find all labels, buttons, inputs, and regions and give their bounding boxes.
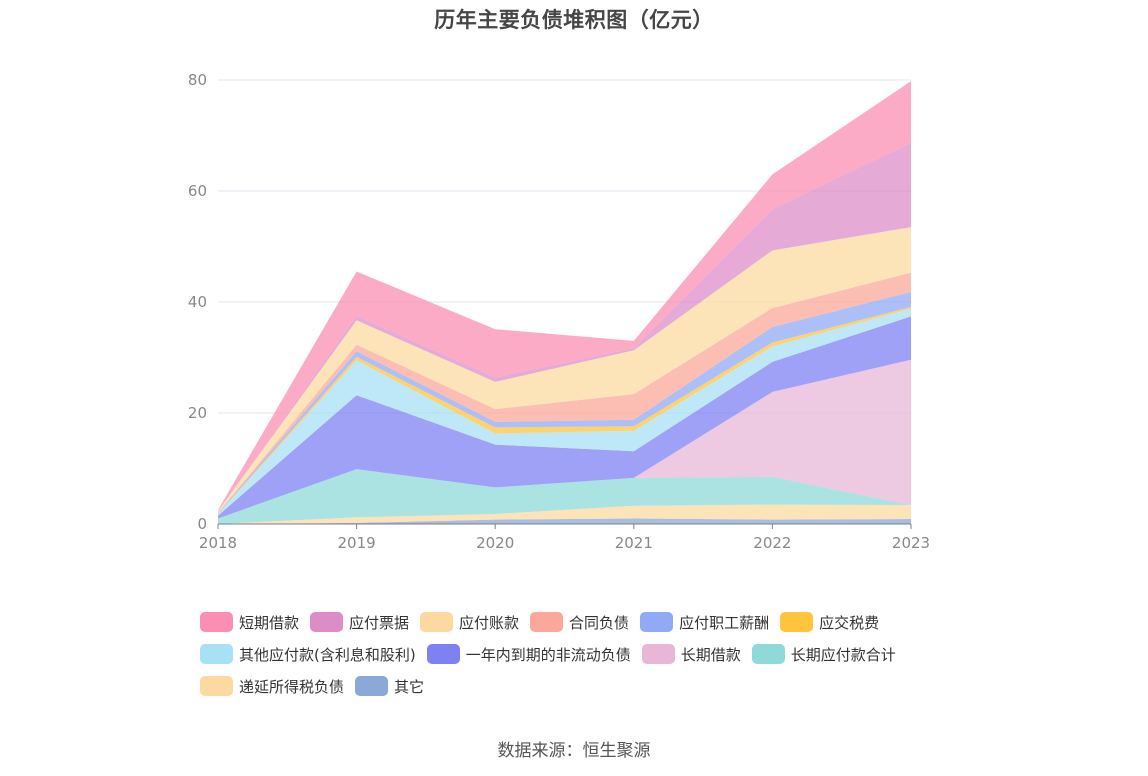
legend-item[interactable]: 合同负债: [530, 612, 629, 633]
legend: 短期借款 应付票据 应付账款 合同负债 应付职工薪酬 应交税费其他应付款(含利息和股利) 一…: [200, 606, 1000, 702]
legend-label: 合同负债: [569, 613, 630, 632]
legend-label: 其他应付款(含利息和股利): [239, 645, 416, 664]
chart-title: 历年主要负债堆积图（亿元）: [434, 8, 714, 32]
x-tick-label: 2022: [753, 534, 791, 552]
legend-swatch: [426, 644, 460, 664]
axes: 0 20 40 60 80 2018 2019 2020 2021 2022 2023: [188, 71, 930, 552]
series-area-9: [218, 272, 911, 513]
y-tick-label: 40: [188, 293, 207, 311]
legend-swatch: [200, 676, 233, 696]
legend-swatch: [310, 612, 344, 632]
legend-row: 递延所得税负债 其它: [200, 670, 1000, 702]
legend-swatch: [780, 612, 814, 632]
legend-swatch: [200, 644, 233, 664]
legend-row: 短期借款 应付票据 应付账款 合同负债 应付职工薪酬 应交税费: [200, 606, 1000, 638]
legend-swatch: [420, 612, 454, 632]
legend-label: 短期借款: [239, 613, 300, 632]
x-tick-label: 2020: [476, 534, 514, 552]
x-tick-label: 2021: [615, 534, 653, 552]
series-area-12: [218, 81, 911, 512]
legend-item[interactable]: 其他应付款(含利息和股利): [200, 644, 416, 665]
legend-item[interactable]: 递延所得税负债: [200, 676, 344, 697]
legend-item[interactable]: 长期借款: [641, 644, 741, 665]
series-area-3: [218, 469, 911, 524]
series-area-1: [218, 518, 911, 524]
y-tick-label: 60: [188, 182, 207, 200]
legend-label: 长期应付款合计: [790, 645, 896, 664]
x-tick-label: 2019: [338, 534, 376, 552]
y-tick-label: 0: [197, 515, 207, 533]
legend-item[interactable]: 应交税费: [780, 612, 879, 633]
x-tick-label: 2018: [199, 534, 237, 552]
legend-label: 其它: [394, 677, 425, 696]
series-areas: [218, 81, 911, 524]
series-area-5: [218, 316, 911, 519]
y-tick-label: 20: [188, 404, 207, 422]
legend-label: 应付账款: [459, 613, 520, 632]
legend-swatch: [641, 644, 675, 664]
legend-swatch: [640, 612, 674, 632]
y-tick-label: 80: [188, 71, 207, 89]
legend-row: 其他应付款(含利息和股利) 一年内到期的非流动负债 长期借款 长期应付款合计: [200, 638, 1000, 670]
legend-swatch: [530, 612, 564, 632]
series-area-6: [218, 308, 911, 516]
series-area-8: [218, 292, 911, 514]
series-area-2: [218, 504, 911, 524]
series-area-4: [218, 359, 911, 519]
legend-label: 应付职工薪酬: [679, 613, 770, 632]
legend-item[interactable]: 应付账款: [420, 612, 519, 633]
legend-swatch: [355, 676, 389, 696]
legend-label: 应交税费: [819, 613, 880, 632]
legend-swatch: [751, 644, 785, 664]
legend-swatch: [200, 612, 233, 632]
series-area-10: [218, 227, 911, 513]
legend-item[interactable]: 一年内到期的非流动负债: [426, 644, 631, 665]
legend-label: 一年内到期的非流动负债: [465, 645, 631, 664]
x-tick-label: 2023: [892, 534, 930, 552]
legend-item[interactable]: 其它: [355, 676, 424, 697]
series-area-11: [218, 142, 911, 512]
stacked-area-chart: 0 20 40 60 80 2018 2019 2020 2021 2022 2023: [188, 71, 930, 552]
legend-item[interactable]: 应付票据: [310, 612, 409, 633]
legend-label: 长期借款: [680, 645, 741, 664]
legend-label: 应付票据: [349, 613, 410, 632]
legend-item[interactable]: 长期应付款合计: [751, 644, 896, 665]
legend-item[interactable]: 应付职工薪酬: [640, 612, 769, 633]
legend-item[interactable]: 短期借款: [200, 612, 299, 633]
data-source: 数据来源：恒生聚源: [497, 741, 651, 761]
legend-label: 递延所得税负债: [239, 677, 345, 696]
